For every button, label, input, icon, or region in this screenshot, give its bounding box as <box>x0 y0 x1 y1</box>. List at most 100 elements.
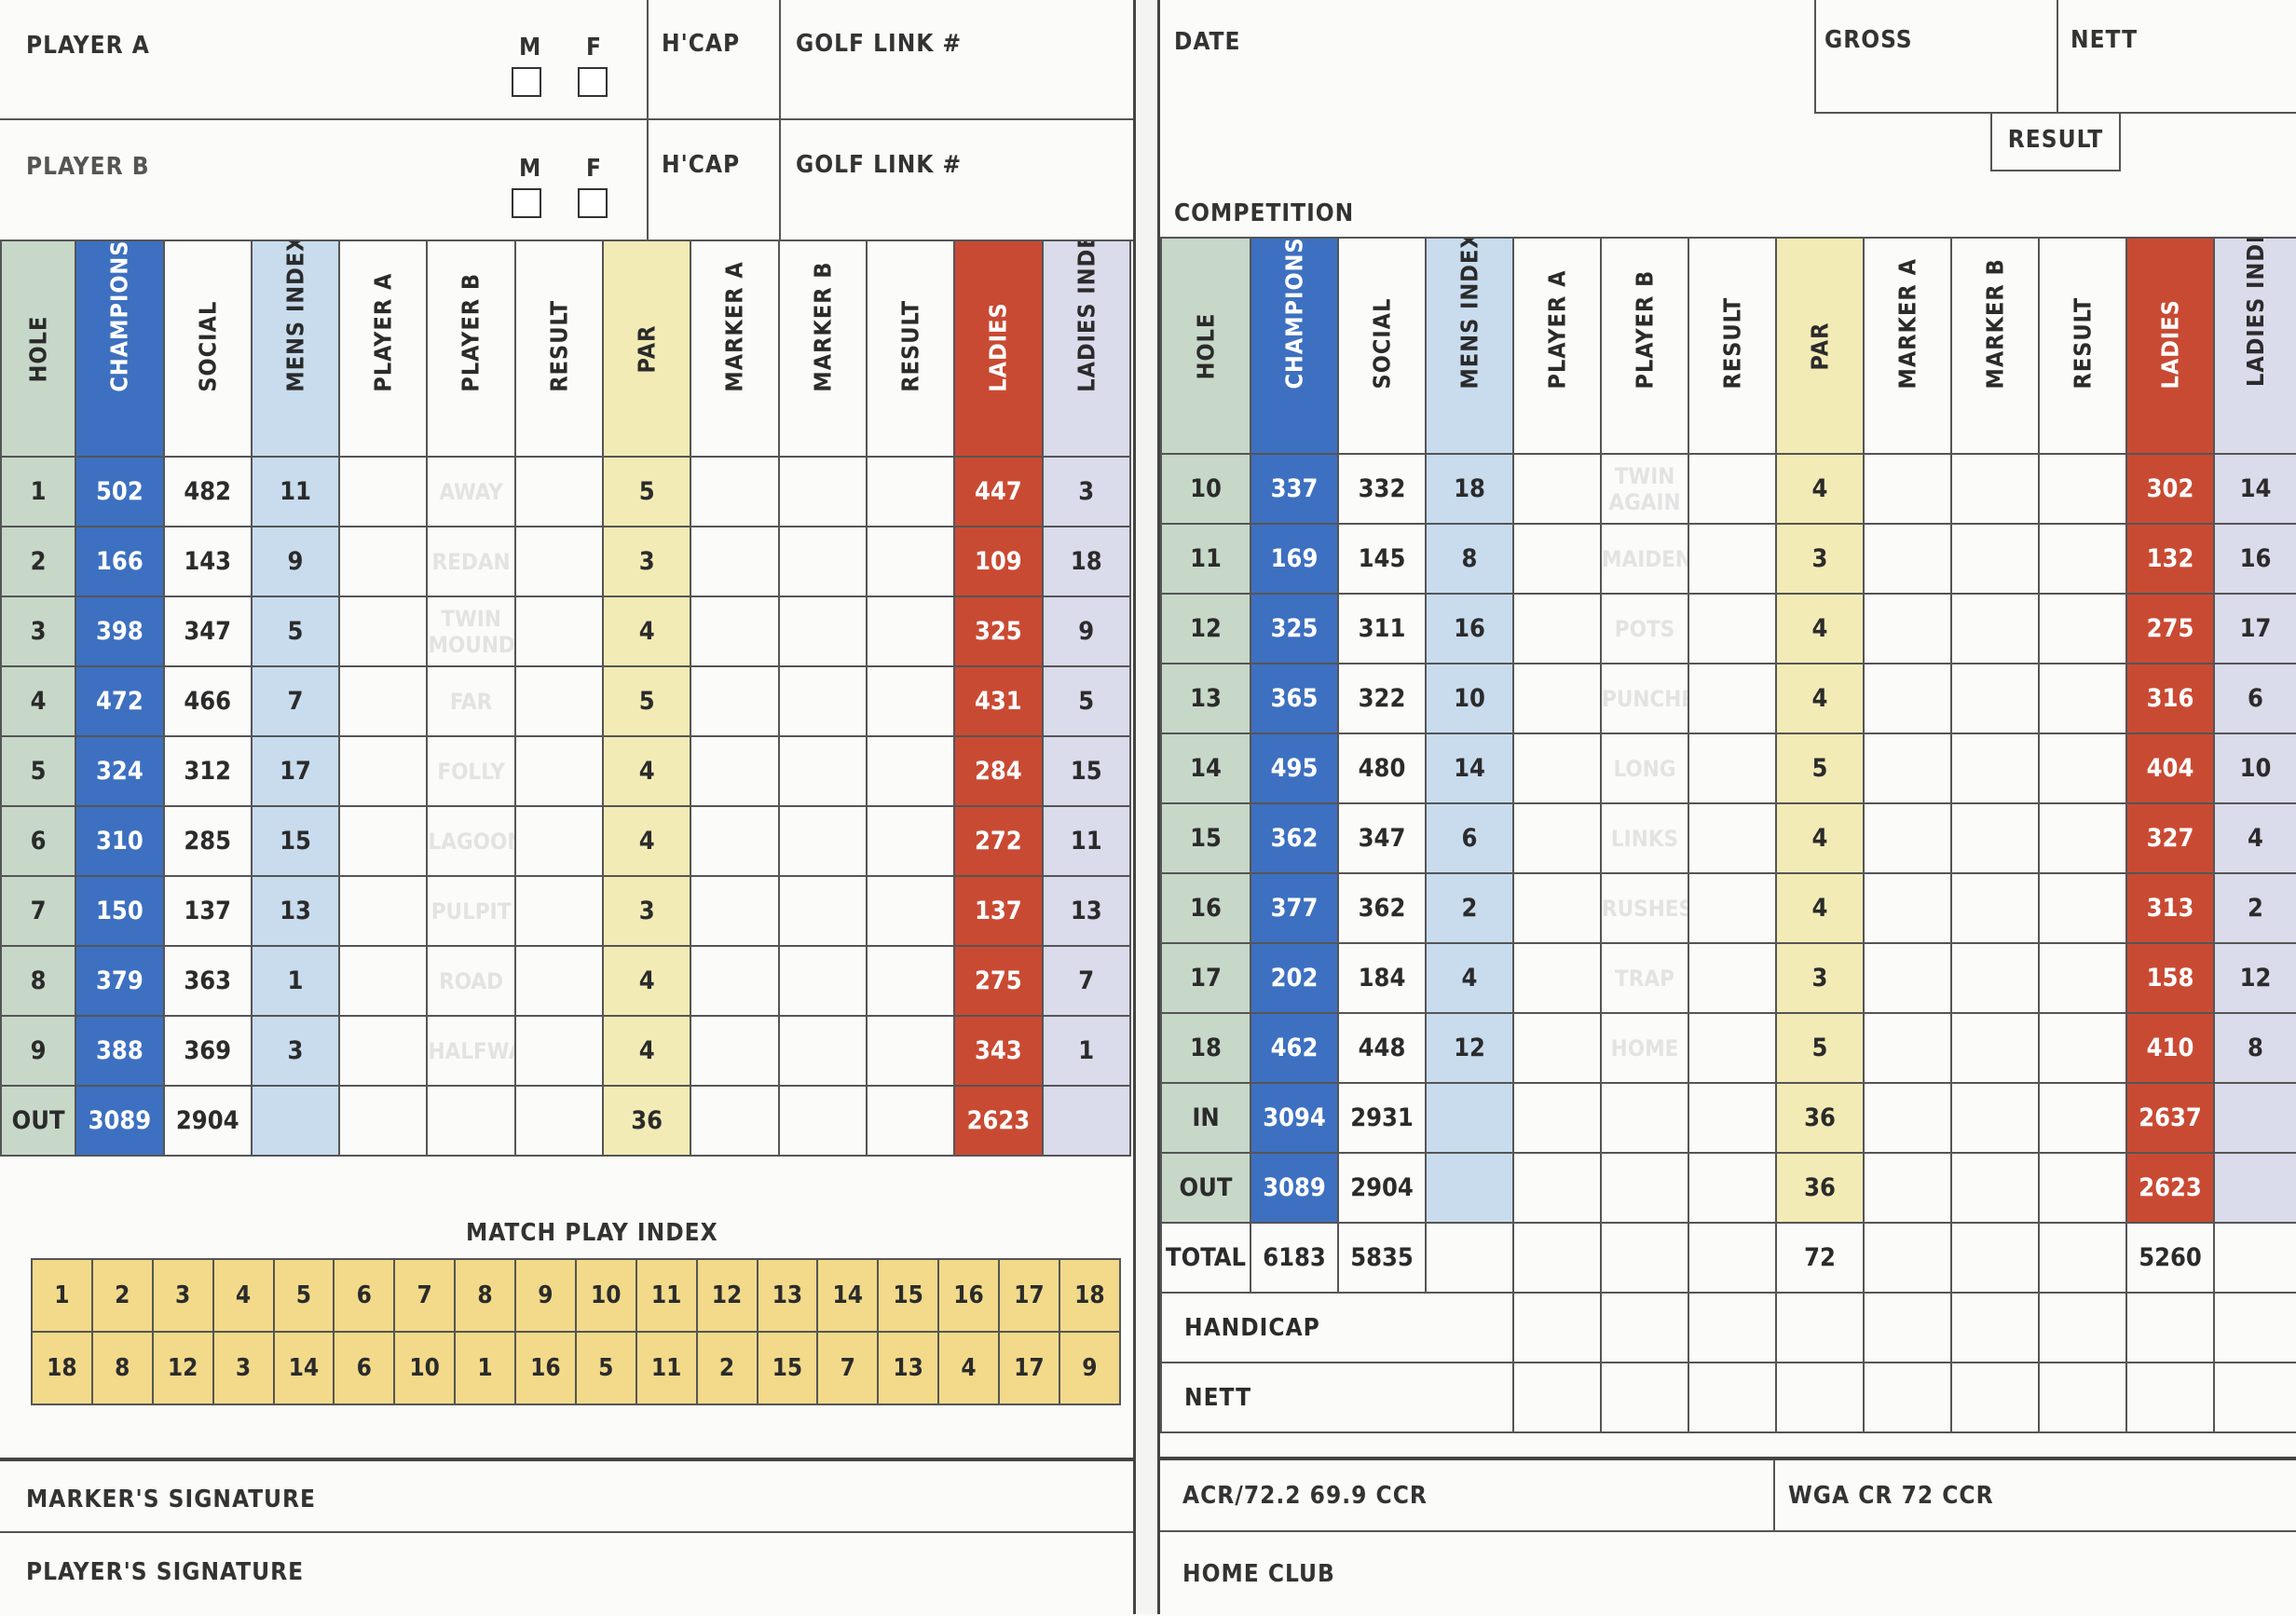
cell-marker-b[interactable] <box>1950 453 2040 525</box>
cell-player-a[interactable] <box>1512 593 1602 664</box>
nett-player-a[interactable] <box>1512 1362 1602 1433</box>
nett-ladies-index[interactable] <box>2213 1362 2296 1433</box>
total-mens-index[interactable] <box>250 1085 341 1157</box>
cell-result-2[interactable] <box>865 526 956 597</box>
total-player-a[interactable] <box>1512 1082 1602 1154</box>
cell-player-a[interactable] <box>338 735 429 807</box>
total-result-2[interactable] <box>2038 1222 2127 1294</box>
nett-marker-a[interactable] <box>1863 1362 1952 1433</box>
total-player-b[interactable] <box>1600 1082 1689 1154</box>
cell-result[interactable] <box>513 735 605 807</box>
player-b-male-checkbox[interactable] <box>512 188 541 218</box>
cell-marker-b[interactable] <box>777 805 868 877</box>
cell-result[interactable] <box>513 945 605 1017</box>
cell-result-2[interactable] <box>2038 872 2127 944</box>
cell-result-2[interactable] <box>865 735 956 807</box>
total-marker-a[interactable] <box>690 1085 780 1157</box>
cell-marker-a[interactable] <box>690 596 780 667</box>
cell-result-2[interactable] <box>2038 593 2127 664</box>
handicap-ladies-index[interactable] <box>2213 1292 2296 1363</box>
cell-marker-b[interactable] <box>777 735 868 807</box>
cell-marker-a[interactable] <box>1863 802 1952 874</box>
cell-result[interactable] <box>1688 663 1777 734</box>
player-b-female-checkbox[interactable] <box>578 188 608 218</box>
cell-result[interactable] <box>1688 523 1777 595</box>
cell-player-a[interactable] <box>1512 1012 1602 1084</box>
cell-result-2[interactable] <box>865 945 956 1017</box>
handicap-marker-a[interactable] <box>1863 1292 1952 1363</box>
total-result[interactable] <box>1688 1152 1777 1224</box>
cell-result-2[interactable] <box>865 1015 956 1087</box>
nett-result-2[interactable] <box>2038 1362 2127 1433</box>
cell-result-2[interactable] <box>2038 733 2127 804</box>
cell-result-2[interactable] <box>2038 523 2127 595</box>
cell-result[interactable] <box>1688 593 1777 664</box>
total-result[interactable] <box>513 1085 605 1157</box>
cell-marker-a[interactable] <box>1863 663 1952 734</box>
cell-marker-b[interactable] <box>1950 523 2040 595</box>
total-marker-a[interactable] <box>1863 1222 1952 1294</box>
cell-marker-b[interactable] <box>777 945 868 1017</box>
cell-result[interactable] <box>513 596 605 667</box>
cell-marker-a[interactable] <box>1863 593 1952 664</box>
cell-result-2[interactable] <box>865 665 956 737</box>
cell-marker-a[interactable] <box>1863 733 1952 804</box>
nett-result[interactable] <box>1688 1362 1777 1433</box>
handicap-result-2[interactable] <box>2038 1292 2127 1363</box>
cell-marker-a[interactable] <box>690 665 780 737</box>
cell-player-a[interactable] <box>1512 872 1602 944</box>
cell-result-2[interactable] <box>2038 1012 2127 1084</box>
cell-marker-a[interactable] <box>690 875 780 947</box>
cell-result-2[interactable] <box>2038 663 2127 734</box>
cell-marker-b[interactable] <box>1950 733 2040 804</box>
cell-result[interactable] <box>1688 733 1777 804</box>
total-player-a[interactable] <box>1512 1152 1602 1224</box>
handicap-ladies[interactable] <box>2125 1292 2215 1363</box>
cell-marker-a[interactable] <box>1863 1012 1952 1084</box>
total-marker-b[interactable] <box>1950 1222 2040 1294</box>
cell-marker-b[interactable] <box>777 526 868 597</box>
cell-marker-a[interactable] <box>1863 453 1952 525</box>
cell-marker-a[interactable] <box>690 1015 780 1087</box>
cell-result[interactable] <box>1688 453 1777 525</box>
cell-player-a[interactable] <box>1512 523 1602 595</box>
cell-marker-a[interactable] <box>690 945 780 1017</box>
cell-player-a[interactable] <box>1512 802 1602 874</box>
cell-marker-b[interactable] <box>1950 802 2040 874</box>
cell-marker-a[interactable] <box>1863 523 1952 595</box>
cell-marker-b[interactable] <box>777 875 868 947</box>
handicap-result[interactable] <box>1688 1292 1777 1363</box>
cell-result[interactable] <box>1688 1012 1777 1084</box>
cell-player-a[interactable] <box>1512 942 1602 1014</box>
total-ladies-index[interactable] <box>1041 1085 1132 1157</box>
cell-result[interactable] <box>513 665 605 737</box>
total-player-b[interactable] <box>1600 1222 1689 1294</box>
cell-marker-a[interactable] <box>1863 872 1952 944</box>
player-a-female-checkbox[interactable] <box>578 67 608 97</box>
cell-result-2[interactable] <box>865 596 956 667</box>
cell-marker-b[interactable] <box>1950 1012 2040 1084</box>
cell-result[interactable] <box>1688 802 1777 874</box>
cell-player-a[interactable] <box>338 1015 429 1087</box>
nett-player-b[interactable] <box>1600 1362 1689 1433</box>
total-ladies-index[interactable] <box>2213 1152 2296 1224</box>
total-player-a[interactable] <box>1512 1222 1602 1294</box>
cell-result[interactable] <box>513 1015 605 1087</box>
cell-marker-a[interactable] <box>690 526 780 597</box>
total-result-2[interactable] <box>2038 1082 2127 1154</box>
total-ladies-index[interactable] <box>2213 1082 2296 1154</box>
cell-player-a[interactable] <box>338 665 429 737</box>
total-player-b[interactable] <box>426 1085 516 1157</box>
cell-marker-b[interactable] <box>777 665 868 737</box>
total-marker-b[interactable] <box>777 1085 868 1157</box>
cell-result-2[interactable] <box>865 456 956 527</box>
cell-player-a[interactable] <box>338 875 429 947</box>
nett-marker-b[interactable] <box>1950 1362 2040 1433</box>
total-result-2[interactable] <box>865 1085 956 1157</box>
cell-result[interactable] <box>1688 872 1777 944</box>
cell-result-2[interactable] <box>2038 942 2127 1014</box>
cell-result[interactable] <box>513 526 605 597</box>
total-result[interactable] <box>1688 1222 1777 1294</box>
cell-player-a[interactable] <box>338 596 429 667</box>
cell-marker-b[interactable] <box>777 1015 868 1087</box>
